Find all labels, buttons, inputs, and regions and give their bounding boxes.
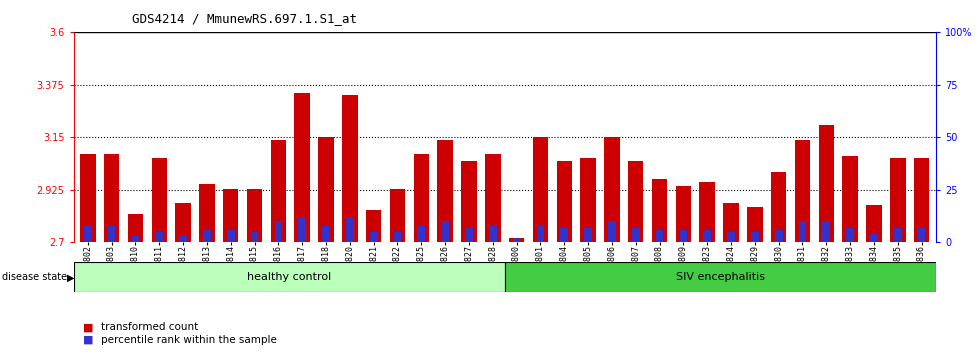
Bar: [727, 232, 735, 242]
Bar: [127, 215, 143, 242]
Bar: [513, 238, 520, 242]
Bar: [656, 230, 663, 242]
Bar: [818, 125, 834, 242]
Bar: [322, 225, 330, 242]
Bar: [414, 154, 429, 242]
Bar: [580, 158, 596, 242]
Bar: [84, 225, 92, 242]
Text: ▶: ▶: [67, 273, 74, 283]
Bar: [679, 230, 687, 242]
Bar: [485, 154, 501, 242]
Bar: [747, 207, 762, 242]
Bar: [298, 217, 306, 242]
Bar: [822, 222, 830, 242]
Bar: [226, 230, 234, 242]
Bar: [775, 230, 783, 242]
Bar: [346, 217, 354, 242]
Bar: [131, 236, 139, 242]
Bar: [462, 161, 476, 242]
Bar: [700, 182, 715, 242]
Bar: [74, 262, 505, 292]
Text: SIV encephalitis: SIV encephalitis: [676, 272, 764, 282]
Bar: [466, 228, 472, 242]
Bar: [914, 158, 929, 242]
Bar: [704, 230, 711, 242]
Bar: [723, 203, 739, 242]
Text: ■: ■: [83, 322, 94, 332]
Bar: [604, 137, 619, 242]
Bar: [223, 189, 238, 242]
Bar: [80, 154, 95, 242]
Bar: [894, 228, 902, 242]
Bar: [584, 228, 592, 242]
Text: percentile rank within the sample: percentile rank within the sample: [101, 335, 276, 345]
Bar: [366, 210, 381, 242]
Bar: [537, 225, 544, 242]
Bar: [417, 225, 425, 242]
Bar: [505, 262, 936, 292]
Bar: [251, 232, 259, 242]
Bar: [509, 238, 524, 242]
Bar: [342, 95, 358, 242]
Bar: [270, 139, 286, 242]
Bar: [390, 189, 406, 242]
Bar: [533, 137, 548, 242]
Bar: [795, 139, 810, 242]
Bar: [489, 225, 497, 242]
Bar: [441, 222, 449, 242]
Bar: [156, 232, 163, 242]
Bar: [847, 228, 854, 242]
Bar: [799, 222, 807, 242]
Bar: [870, 234, 878, 242]
Bar: [628, 161, 644, 242]
Bar: [890, 158, 906, 242]
Bar: [175, 203, 191, 242]
Bar: [369, 232, 377, 242]
Bar: [675, 186, 691, 242]
Bar: [866, 205, 882, 242]
Bar: [274, 222, 282, 242]
Bar: [104, 154, 120, 242]
Bar: [771, 172, 786, 242]
Bar: [294, 93, 310, 242]
Bar: [318, 137, 334, 242]
Bar: [394, 232, 402, 242]
Text: healthy control: healthy control: [247, 272, 331, 282]
Bar: [608, 222, 615, 242]
Bar: [203, 230, 211, 242]
Text: ■: ■: [83, 335, 94, 345]
Text: GDS4214 / MmunewRS.697.1.S1_at: GDS4214 / MmunewRS.697.1.S1_at: [132, 12, 358, 25]
Text: disease state: disease state: [2, 272, 67, 282]
Bar: [843, 156, 858, 242]
Bar: [199, 184, 215, 242]
Text: transformed count: transformed count: [101, 322, 198, 332]
Bar: [247, 189, 263, 242]
Bar: [108, 225, 116, 242]
Bar: [561, 228, 568, 242]
Bar: [652, 179, 667, 242]
Bar: [437, 139, 453, 242]
Bar: [917, 228, 925, 242]
Bar: [179, 236, 187, 242]
Bar: [632, 228, 640, 242]
Bar: [751, 232, 759, 242]
Bar: [557, 161, 572, 242]
Bar: [152, 158, 167, 242]
